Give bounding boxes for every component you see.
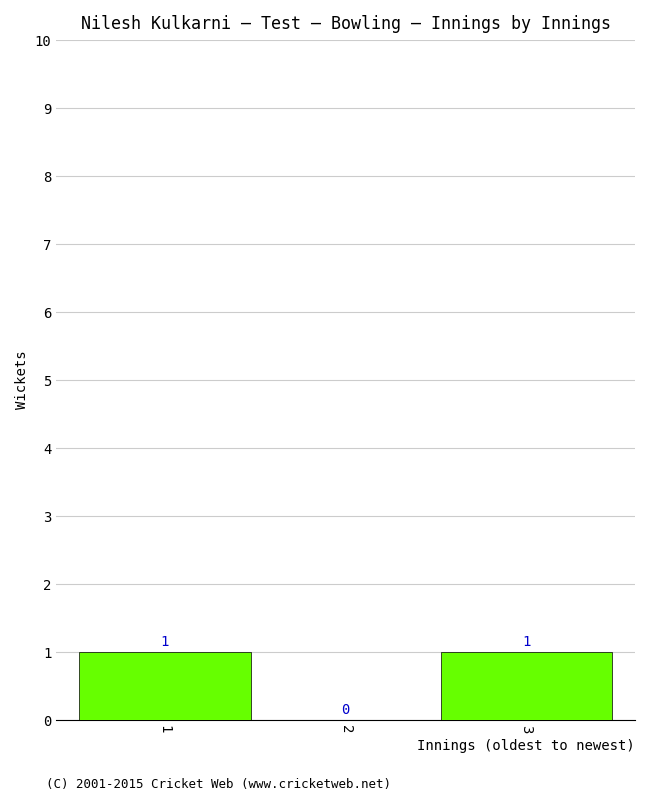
- Text: 1: 1: [523, 634, 530, 649]
- Bar: [441, 652, 612, 720]
- Y-axis label: Wickets: Wickets: [15, 351, 29, 410]
- Bar: [79, 652, 251, 720]
- Text: (C) 2001-2015 Cricket Web (www.cricketweb.net): (C) 2001-2015 Cricket Web (www.cricketwe…: [46, 778, 391, 791]
- Title: Nilesh Kulkarni – Test – Bowling – Innings by Innings: Nilesh Kulkarni – Test – Bowling – Innin…: [81, 15, 610, 33]
- Text: 0: 0: [341, 703, 350, 717]
- Text: 1: 1: [161, 634, 169, 649]
- X-axis label: Innings (oldest to newest): Innings (oldest to newest): [417, 739, 635, 753]
